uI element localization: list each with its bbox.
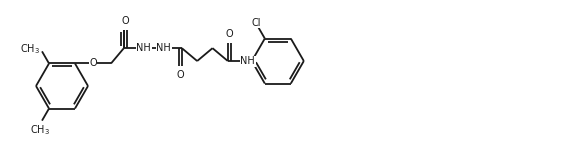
Text: CH$_3$: CH$_3$ [20, 42, 40, 56]
Text: NH: NH [137, 43, 151, 53]
Text: O: O [176, 70, 184, 80]
Text: O: O [121, 16, 129, 26]
Text: Cl: Cl [251, 18, 261, 28]
Text: O: O [225, 29, 233, 39]
Text: NH: NH [156, 43, 171, 53]
Text: CH$_3$: CH$_3$ [30, 123, 51, 137]
Text: O: O [89, 59, 97, 69]
Text: NH: NH [241, 56, 255, 66]
